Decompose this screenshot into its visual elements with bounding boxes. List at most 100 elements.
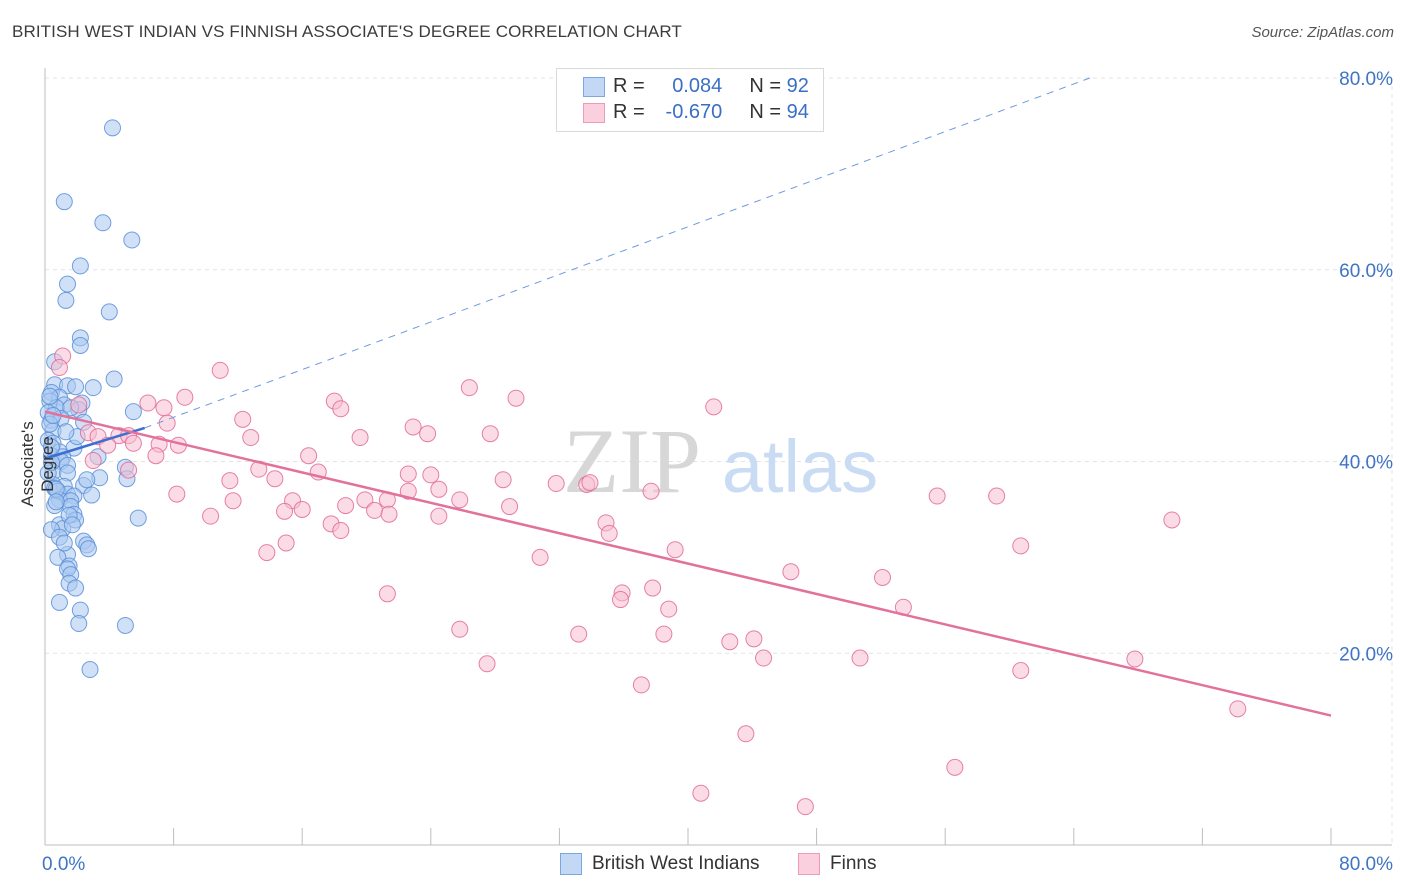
british-west-indian-point [49,548,67,566]
finn-point [139,394,157,412]
finn-point [478,655,496,673]
finn-point [451,491,469,509]
bottom-legend-swatch-pink [798,853,820,875]
finn-point [547,475,565,493]
british-west-indian-point [47,493,65,511]
watermark-atlas: atlas [722,425,878,508]
finn-point [988,487,1006,505]
finn-point [655,625,673,643]
finn-point [721,633,739,651]
british-west-indian-point [116,616,134,634]
finn-point [258,544,276,562]
legend-box: R = 0.084 N = 92 R = -0.670 N = 94 [556,68,824,132]
british-west-indian-point [123,231,141,249]
finn-point [1012,662,1030,680]
finn-point [692,784,710,802]
legend-swatch-pink [583,103,605,123]
tick-labels: 20.0% 40.0% 60.0% 80.0% 0.0% 80.0% [42,69,1393,875]
finn-point [494,471,512,489]
british-west-indian-point [94,214,112,232]
y-tick-label: 20.0% [1339,644,1393,665]
finn-point [337,497,355,515]
bottom-legend-swatch-blue [560,853,582,875]
watermark: ZIP atlas [563,410,878,512]
finn-point [507,389,525,407]
finn-point [277,534,295,552]
finn-point [366,501,384,519]
finn-point [155,399,173,417]
chart-title: BRITISH WEST INDIAN VS FINNISH ASSOCIATE… [12,22,682,41]
british-west-indian-point [124,403,142,421]
finn-point [755,649,773,667]
british-west-indian-point [129,509,147,527]
finn-point [224,492,242,510]
finn-point [660,600,678,618]
finn-point [745,630,763,648]
finn-point [705,398,723,416]
finns-trend [44,410,1332,717]
finn-point [221,472,239,490]
finn-point [481,425,499,443]
finn-point [570,625,588,643]
finn-point [946,758,964,776]
finn-point [84,452,102,470]
finn-point [422,466,440,484]
finn-point [356,491,374,509]
british-west-indian-point [63,516,81,534]
finn-point [419,425,437,443]
finn-point [147,447,165,465]
finn-point [380,505,398,523]
legend-n-label: N = [749,75,782,97]
british-west-indian-point [71,336,89,354]
british-west-indian-point [83,486,101,504]
finn-point [399,482,417,500]
finn-point [782,563,800,581]
finn-point [632,676,650,694]
bottom-legend-label: British West Indians [592,853,760,874]
british-west-indian-point [59,275,77,293]
y-tick-label: 40.0% [1339,453,1393,474]
finn-point [851,649,869,667]
finn-point [666,541,684,559]
finn-point [158,414,176,432]
finn-point [1012,537,1030,555]
finn-point [211,361,229,379]
finn-point [120,461,138,479]
source-label: Source: ZipAtlas.com [1251,24,1394,41]
finn-point [124,434,142,452]
y-tick-label: 60.0% [1339,261,1393,282]
x-tick-label: 0.0% [42,854,85,875]
y-axis-label: Associate's Degree [18,421,57,507]
finn-point [451,620,469,638]
british-west-indian-point [104,119,122,137]
british-west-indian-point [55,534,73,552]
finn-point [430,480,448,498]
finn-point [737,725,755,743]
british-west-indian-point [55,193,73,211]
finn-point [611,591,629,609]
finn-point [351,429,369,447]
legend-r-label: R = [613,101,645,123]
watermark-zip: ZIP [563,410,701,512]
finn-point [642,482,660,500]
finn-point [581,474,599,492]
finn-point [404,418,422,436]
finn-point [531,548,549,566]
british-west-indian-point [84,379,102,397]
legend-n-value: 92 [786,75,809,97]
legend-r-value: 0.084 [672,75,723,97]
finn-point [50,359,68,377]
finn-point [1163,511,1181,529]
finn-point [266,470,284,488]
finn-point [176,388,194,406]
finn-point [600,524,618,542]
finn-point [460,379,478,397]
british-west-indians-trend [44,426,146,460]
trend-lines [44,77,1332,717]
legend-n-label: N = [749,101,782,123]
british-west-indian-point [79,540,97,558]
finn-point [644,579,662,597]
finn-point [1126,650,1144,668]
british-west-indians-points [39,119,147,679]
